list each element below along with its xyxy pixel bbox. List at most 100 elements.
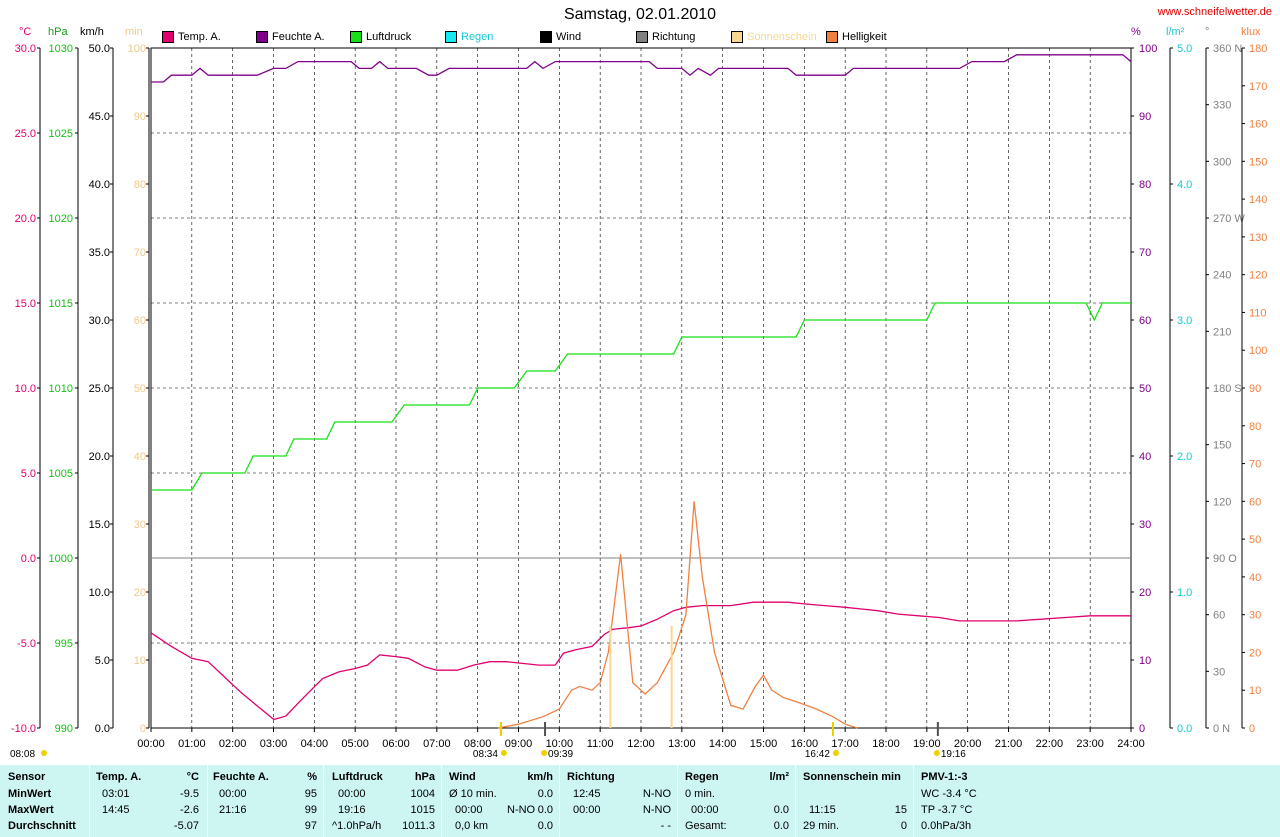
stats-rain-duration: 0 min. xyxy=(685,788,715,800)
tick-label-wind: 30.0 xyxy=(89,315,110,327)
stats-humidity-avg: 97 xyxy=(304,820,317,832)
unit-humidity: % xyxy=(1131,26,1141,38)
legend-item-pressure[interactable]: Luftdruck xyxy=(350,31,411,44)
tick-label-dir: 330 xyxy=(1213,100,1231,112)
tick-label-rain: 2.0 xyxy=(1177,451,1192,463)
tick-label-lux: 180 xyxy=(1249,43,1267,55)
legend-swatch-temp xyxy=(162,31,174,44)
tick-label-lux: 50 xyxy=(1249,534,1261,546)
tick-label-sun: 80 xyxy=(134,179,146,191)
tick-label-dir: 120 xyxy=(1213,496,1231,508)
x-tick-label: 17:00 xyxy=(831,738,859,750)
tick-label-lux: 130 xyxy=(1249,232,1267,244)
stats-wind-avg: 0.0 xyxy=(537,820,553,832)
legend-label-direction: Richtung xyxy=(652,31,696,43)
stats-pressure-unit: hPa xyxy=(414,771,435,783)
stats-sensor: Sensor MinWert MaxWert Durchschnitt xyxy=(0,765,88,837)
tick-label-pressure: 1030 xyxy=(49,43,73,55)
x-tick-label: 08:00 xyxy=(464,738,492,750)
tick-label-temp: -10.0 xyxy=(11,723,36,735)
stats-wind: Wind km/h Ø 10 min. 0.0 00:00 N-NO 0.0 0… xyxy=(441,765,559,837)
tick-label-rain: 5.0 xyxy=(1177,43,1192,55)
tick-label-lux: 120 xyxy=(1249,270,1267,282)
tick-label-wind: 0.0 xyxy=(95,723,110,735)
legend-item-brightness[interactable]: Helligkeit xyxy=(826,31,887,44)
stats-row-avg-label: Durchschnitt xyxy=(8,820,76,832)
tick-label-sun: 100 xyxy=(128,43,146,55)
tick-label-dir: 0 N xyxy=(1213,723,1230,735)
x-tick-label: 23:00 xyxy=(1076,738,1104,750)
marker-icon-pressure-max xyxy=(933,750,940,756)
tick-label-lux: 0 xyxy=(1249,723,1255,735)
unit-sun: min xyxy=(125,26,143,38)
stats-wind-title: Wind xyxy=(449,771,476,783)
stats-humidity-unit: % xyxy=(307,771,317,783)
x-tick-label: 07:00 xyxy=(423,738,451,750)
tick-label-lux: 10 xyxy=(1249,685,1261,697)
tick-label-humidity: 50 xyxy=(1139,383,1151,395)
legend-item-wind[interactable]: Wind xyxy=(540,31,581,44)
legend-swatch-direction xyxy=(636,31,648,44)
series-temp-line xyxy=(150,601,1131,721)
stats-rain-max: 0.0 xyxy=(773,804,789,816)
marker-label-sunrise: 08:34 xyxy=(473,749,498,760)
stats-rain-total: 0.0 xyxy=(773,820,789,832)
tick-label-lux: 70 xyxy=(1249,459,1261,471)
stats-wind-max-dir: N-NO xyxy=(507,804,536,816)
tick-label-sun: 70 xyxy=(134,247,146,259)
marker-icon-temp-min xyxy=(541,750,548,756)
x-tick-label: 11:00 xyxy=(587,738,614,750)
stats-sunshine-total: 29 min. xyxy=(803,820,840,832)
tick-label-lux: 110 xyxy=(1249,307,1267,319)
stats-wind-avg10: 0.0 xyxy=(537,788,553,800)
tick-label-humidity: 30 xyxy=(1139,519,1151,531)
tick-label-humidity: 90 xyxy=(1139,111,1151,123)
stats-temp-avg: -5.07 xyxy=(173,820,199,832)
site-link[interactable]: www.schneifelwetter.de xyxy=(1157,6,1272,18)
stats-temp-title: Temp. A. xyxy=(96,771,142,783)
x-tick-label: 02:00 xyxy=(219,738,247,750)
marker-label-sunset: 16:42 xyxy=(805,749,830,760)
stats-pressure-max-time: 19:16 xyxy=(338,804,366,816)
tick-label-humidity: 10 xyxy=(1139,655,1151,667)
stats-humidity-title: Feuchte A. xyxy=(213,771,269,783)
tick-label-dir: 60 xyxy=(1213,610,1225,622)
marker-label-temp-min: 09:39 xyxy=(548,749,573,760)
tick-label-temp: -5.0 xyxy=(17,638,36,650)
tick-label-dir: 360 N xyxy=(1213,43,1242,55)
legend-swatch-rain xyxy=(445,31,457,44)
tick-label-dir: 150 xyxy=(1213,440,1231,452)
legend-item-sunshine[interactable]: Sonnenschein xyxy=(731,31,817,44)
tick-label-pressure: 1015 xyxy=(49,298,73,310)
tick-label-temp: 5.0 xyxy=(21,468,36,480)
legend-item-humidity[interactable]: Feuchte A. xyxy=(256,31,325,44)
corner-time-label: 08:08 xyxy=(10,749,35,760)
stats-sunshine-max-time: 11:15 xyxy=(809,804,836,816)
stats-direction: Richtung 12:45 N-NO 00:00 N-NO - - xyxy=(559,765,677,837)
legend-swatch-humidity xyxy=(256,31,268,44)
x-tick-label: 20:00 xyxy=(954,738,982,750)
stats-pressure-title: Luftdruck xyxy=(332,771,383,783)
tick-label-wind: 50.0 xyxy=(89,43,110,55)
tick-label-temp: 25.0 xyxy=(15,128,36,140)
unit-pressure: hPa xyxy=(48,26,68,38)
x-tick-label: 09:00 xyxy=(505,738,533,750)
x-tick-label: 24:00 xyxy=(1117,738,1145,750)
legend-swatch-wind xyxy=(540,31,552,44)
stats-temp-min: -9.5 xyxy=(180,788,199,800)
legend-item-rain[interactable]: Regen xyxy=(445,31,493,44)
unit-dir: ° xyxy=(1205,26,1210,38)
stats-humidity-min: 95 xyxy=(304,788,317,800)
legend-item-direction[interactable]: Richtung xyxy=(636,31,696,44)
stats-sunshine-max: 15 xyxy=(894,804,907,816)
stats-pmv-trend: 0.0hPa/3h xyxy=(921,820,972,832)
tick-label-humidity: 60 xyxy=(1139,315,1151,327)
stats-temp: Temp. A. °C 03:01 -9.5 14:45 -2.6 -5.07 xyxy=(89,765,207,837)
legend-item-temp[interactable]: Temp. A. xyxy=(162,31,221,44)
legend-label-sunshine: Sonnenschein xyxy=(747,31,817,43)
tick-label-wind: 40.0 xyxy=(89,179,110,191)
legend-label-temp: Temp. A. xyxy=(178,31,221,43)
stats-sunshine: Sonnenschein min 11:15 15 29 min. 0 xyxy=(795,765,913,837)
x-tick-label: 01:00 xyxy=(178,738,206,750)
tick-label-lux: 170 xyxy=(1249,81,1267,93)
